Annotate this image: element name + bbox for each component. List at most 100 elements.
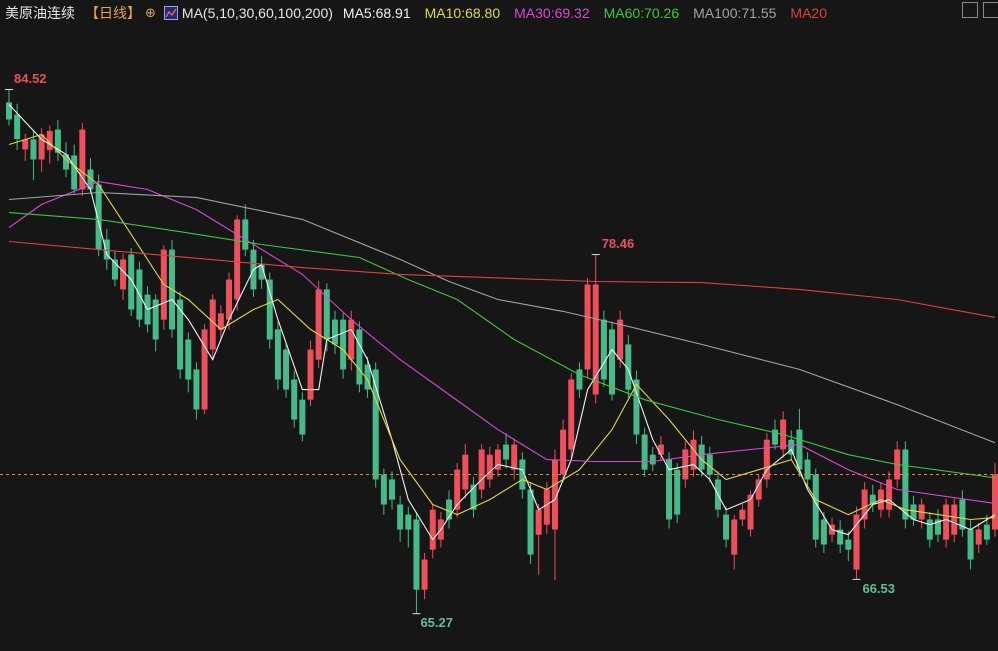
candle-body bbox=[886, 479, 893, 510]
candle-body bbox=[609, 329, 616, 395]
candle-body bbox=[185, 339, 192, 380]
candle-body bbox=[6, 102, 12, 120]
candle-body bbox=[201, 329, 208, 410]
period[interactable]: 【日线】 bbox=[85, 5, 141, 21]
candle-body bbox=[560, 429, 567, 475]
candle-body bbox=[46, 130, 53, 150]
candle-body bbox=[788, 439, 795, 455]
candle-body bbox=[478, 449, 485, 490]
candle-body bbox=[331, 319, 338, 345]
candle-body bbox=[796, 429, 803, 470]
candle-body bbox=[397, 504, 404, 530]
legend-entry: MA5:68.91 bbox=[342, 5, 411, 21]
candle-body bbox=[405, 514, 412, 530]
candle-body bbox=[226, 279, 233, 320]
candle-body bbox=[462, 454, 469, 490]
candle-body bbox=[551, 459, 558, 530]
candle-body bbox=[356, 329, 363, 385]
candle-body bbox=[869, 494, 876, 505]
candle-body bbox=[617, 319, 624, 360]
candle-body bbox=[388, 479, 395, 500]
candle-body bbox=[804, 459, 811, 480]
candle-body bbox=[348, 319, 355, 360]
candle-body bbox=[543, 489, 550, 525]
ma-line bbox=[8, 104, 996, 541]
chart-header: 美原油连续 【日线】 ⊕ MA(5,10,30,60,100,200) MA5:… bbox=[5, 3, 841, 23]
legend-entry: MA60:70.26 bbox=[603, 5, 680, 21]
candle-body bbox=[193, 369, 200, 410]
ma-line bbox=[8, 181, 996, 504]
candle-body bbox=[79, 129, 86, 190]
candle-body bbox=[633, 379, 640, 435]
extreme-label: 84.52 bbox=[14, 71, 47, 86]
legend-entry: MA100:71.55 bbox=[693, 5, 777, 21]
legend: MA5:68.91 MA10:68.80 MA30:69.32 MA60:70.26 M… bbox=[343, 5, 841, 21]
candle-body bbox=[120, 259, 127, 290]
layout-button[interactable] bbox=[983, 2, 998, 18]
candle-body bbox=[755, 479, 762, 500]
add-button[interactable]: ⊕ bbox=[145, 5, 156, 20]
candle-body bbox=[470, 484, 477, 510]
candle-body bbox=[690, 439, 697, 470]
candle-body bbox=[258, 264, 265, 280]
candle-body bbox=[641, 434, 648, 470]
candle-body bbox=[63, 154, 70, 170]
candle-body bbox=[103, 239, 110, 260]
candle-body bbox=[706, 454, 713, 475]
candle-body bbox=[372, 369, 379, 480]
candle-body bbox=[242, 219, 249, 250]
indicator: MA(5,10,30,60,100,200) bbox=[181, 5, 333, 21]
candle-body bbox=[283, 349, 290, 390]
candle-body bbox=[625, 344, 632, 390]
candle-body bbox=[902, 449, 909, 520]
candle-body bbox=[364, 364, 371, 390]
candle-body bbox=[682, 449, 689, 480]
candle-body bbox=[535, 509, 542, 535]
candle-body bbox=[820, 519, 827, 545]
extreme-label: 78.46 bbox=[602, 236, 635, 251]
candle-body bbox=[177, 299, 184, 370]
crosshair-button[interactable] bbox=[962, 2, 978, 18]
candle-body bbox=[910, 504, 917, 520]
candle-body bbox=[111, 259, 118, 280]
candle-body bbox=[568, 379, 575, 450]
extreme-label: 66.53 bbox=[862, 581, 895, 596]
candle-body bbox=[657, 444, 664, 455]
candle-body bbox=[266, 279, 273, 340]
candle-body bbox=[853, 514, 860, 570]
extreme-label: 65.27 bbox=[420, 615, 453, 630]
ma-line bbox=[8, 240, 996, 318]
candle-body bbox=[992, 474, 998, 530]
legend-entry: MA10:68.80 bbox=[424, 5, 501, 21]
candle-body bbox=[503, 444, 510, 460]
candle-body bbox=[486, 454, 493, 480]
ma-line bbox=[8, 212, 996, 479]
legend-entry: MA30:69.32 bbox=[514, 5, 590, 21]
candle-body bbox=[584, 284, 591, 370]
candle-body bbox=[71, 155, 78, 190]
candle-body bbox=[380, 474, 387, 505]
legend-entry: MA20 bbox=[790, 5, 827, 21]
candle-body bbox=[649, 454, 656, 465]
candle-body bbox=[494, 449, 501, 470]
candle-body bbox=[771, 429, 778, 445]
candle-body bbox=[95, 184, 102, 250]
candle-body bbox=[454, 469, 461, 510]
candle-body bbox=[959, 499, 966, 530]
candle-body bbox=[511, 444, 518, 470]
candle-body bbox=[698, 444, 705, 470]
candle-body bbox=[861, 489, 868, 520]
indicator-icon[interactable] bbox=[163, 6, 178, 20]
candle-body bbox=[967, 529, 974, 560]
candle-body bbox=[731, 519, 738, 555]
candle-body bbox=[22, 139, 29, 150]
chart-title: 美原油连续 bbox=[5, 5, 75, 21]
candle-body bbox=[152, 299, 159, 340]
candle-body bbox=[600, 319, 607, 380]
candle-body bbox=[576, 369, 583, 390]
candle-body bbox=[983, 524, 990, 540]
candle-body bbox=[763, 439, 770, 480]
candle-body bbox=[323, 289, 330, 340]
